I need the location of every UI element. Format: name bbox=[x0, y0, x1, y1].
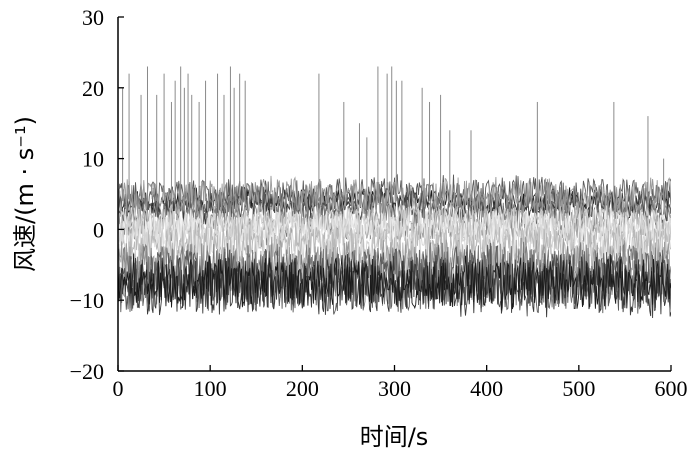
x-tick-label: 100 bbox=[194, 376, 227, 401]
y-tick-label: 20 bbox=[82, 76, 104, 101]
series-line-12 bbox=[118, 241, 671, 310]
x-tick-label: 300 bbox=[378, 376, 411, 401]
x-axis-title: 时间/s bbox=[360, 423, 429, 451]
series-line-15 bbox=[118, 253, 671, 311]
y-tick-label: −10 bbox=[70, 288, 104, 313]
y-tick-label: 0 bbox=[93, 217, 104, 242]
y-tick-label: 30 bbox=[82, 5, 104, 30]
series-line-14 bbox=[118, 253, 671, 319]
series-line-5 bbox=[118, 175, 671, 220]
y-tick-label: 10 bbox=[82, 147, 104, 172]
series-layer bbox=[118, 173, 671, 319]
x-tick-label: 400 bbox=[470, 376, 503, 401]
x-tick-label: 0 bbox=[113, 376, 124, 401]
x-tick-label: 200 bbox=[286, 376, 319, 401]
spike-layer bbox=[122, 66, 665, 202]
x-tick-label: 500 bbox=[562, 376, 595, 401]
y-axis-title: 风速/(m · s⁻¹) bbox=[11, 116, 39, 272]
x-tick-label: 600 bbox=[655, 376, 688, 401]
y-tick-label: −20 bbox=[70, 359, 104, 384]
